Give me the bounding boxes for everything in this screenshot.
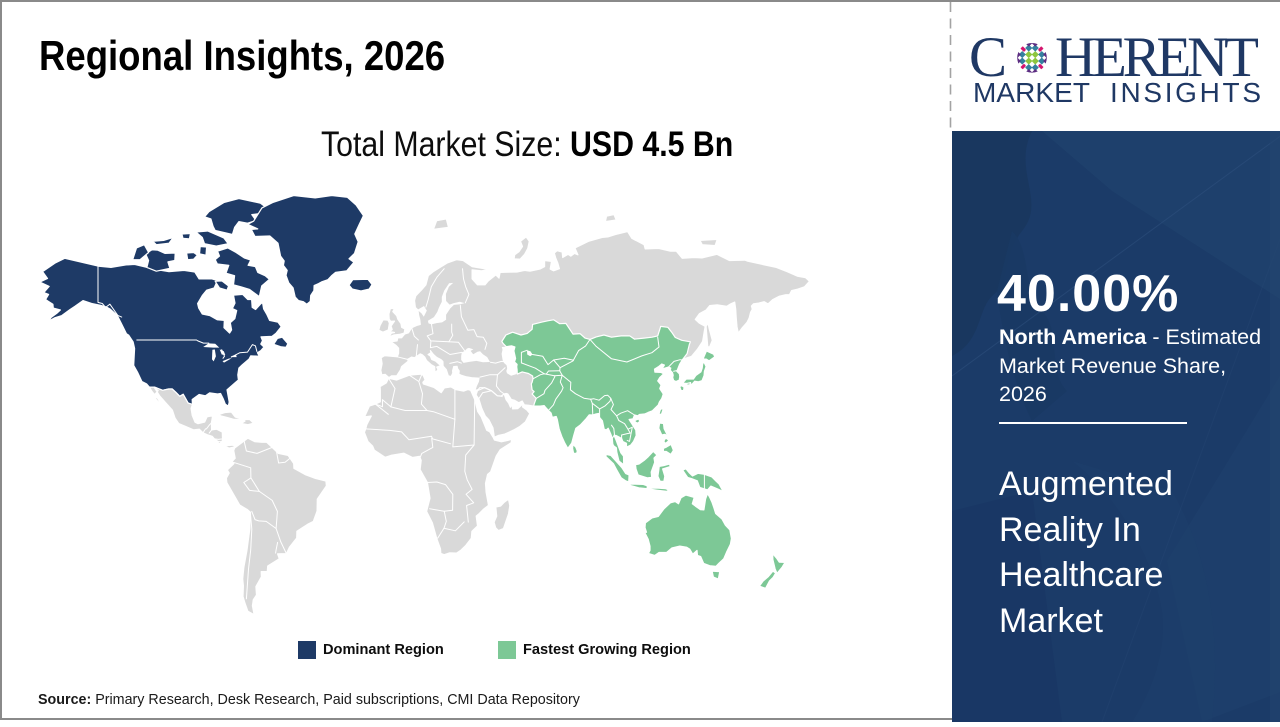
- svg-text:INSIGHTS: INSIGHTS: [1110, 77, 1261, 108]
- svg-text:MARKET: MARKET: [973, 77, 1090, 108]
- svg-text:C: C: [971, 26, 1007, 89]
- svg-text:HERENT: HERENT: [1055, 26, 1259, 89]
